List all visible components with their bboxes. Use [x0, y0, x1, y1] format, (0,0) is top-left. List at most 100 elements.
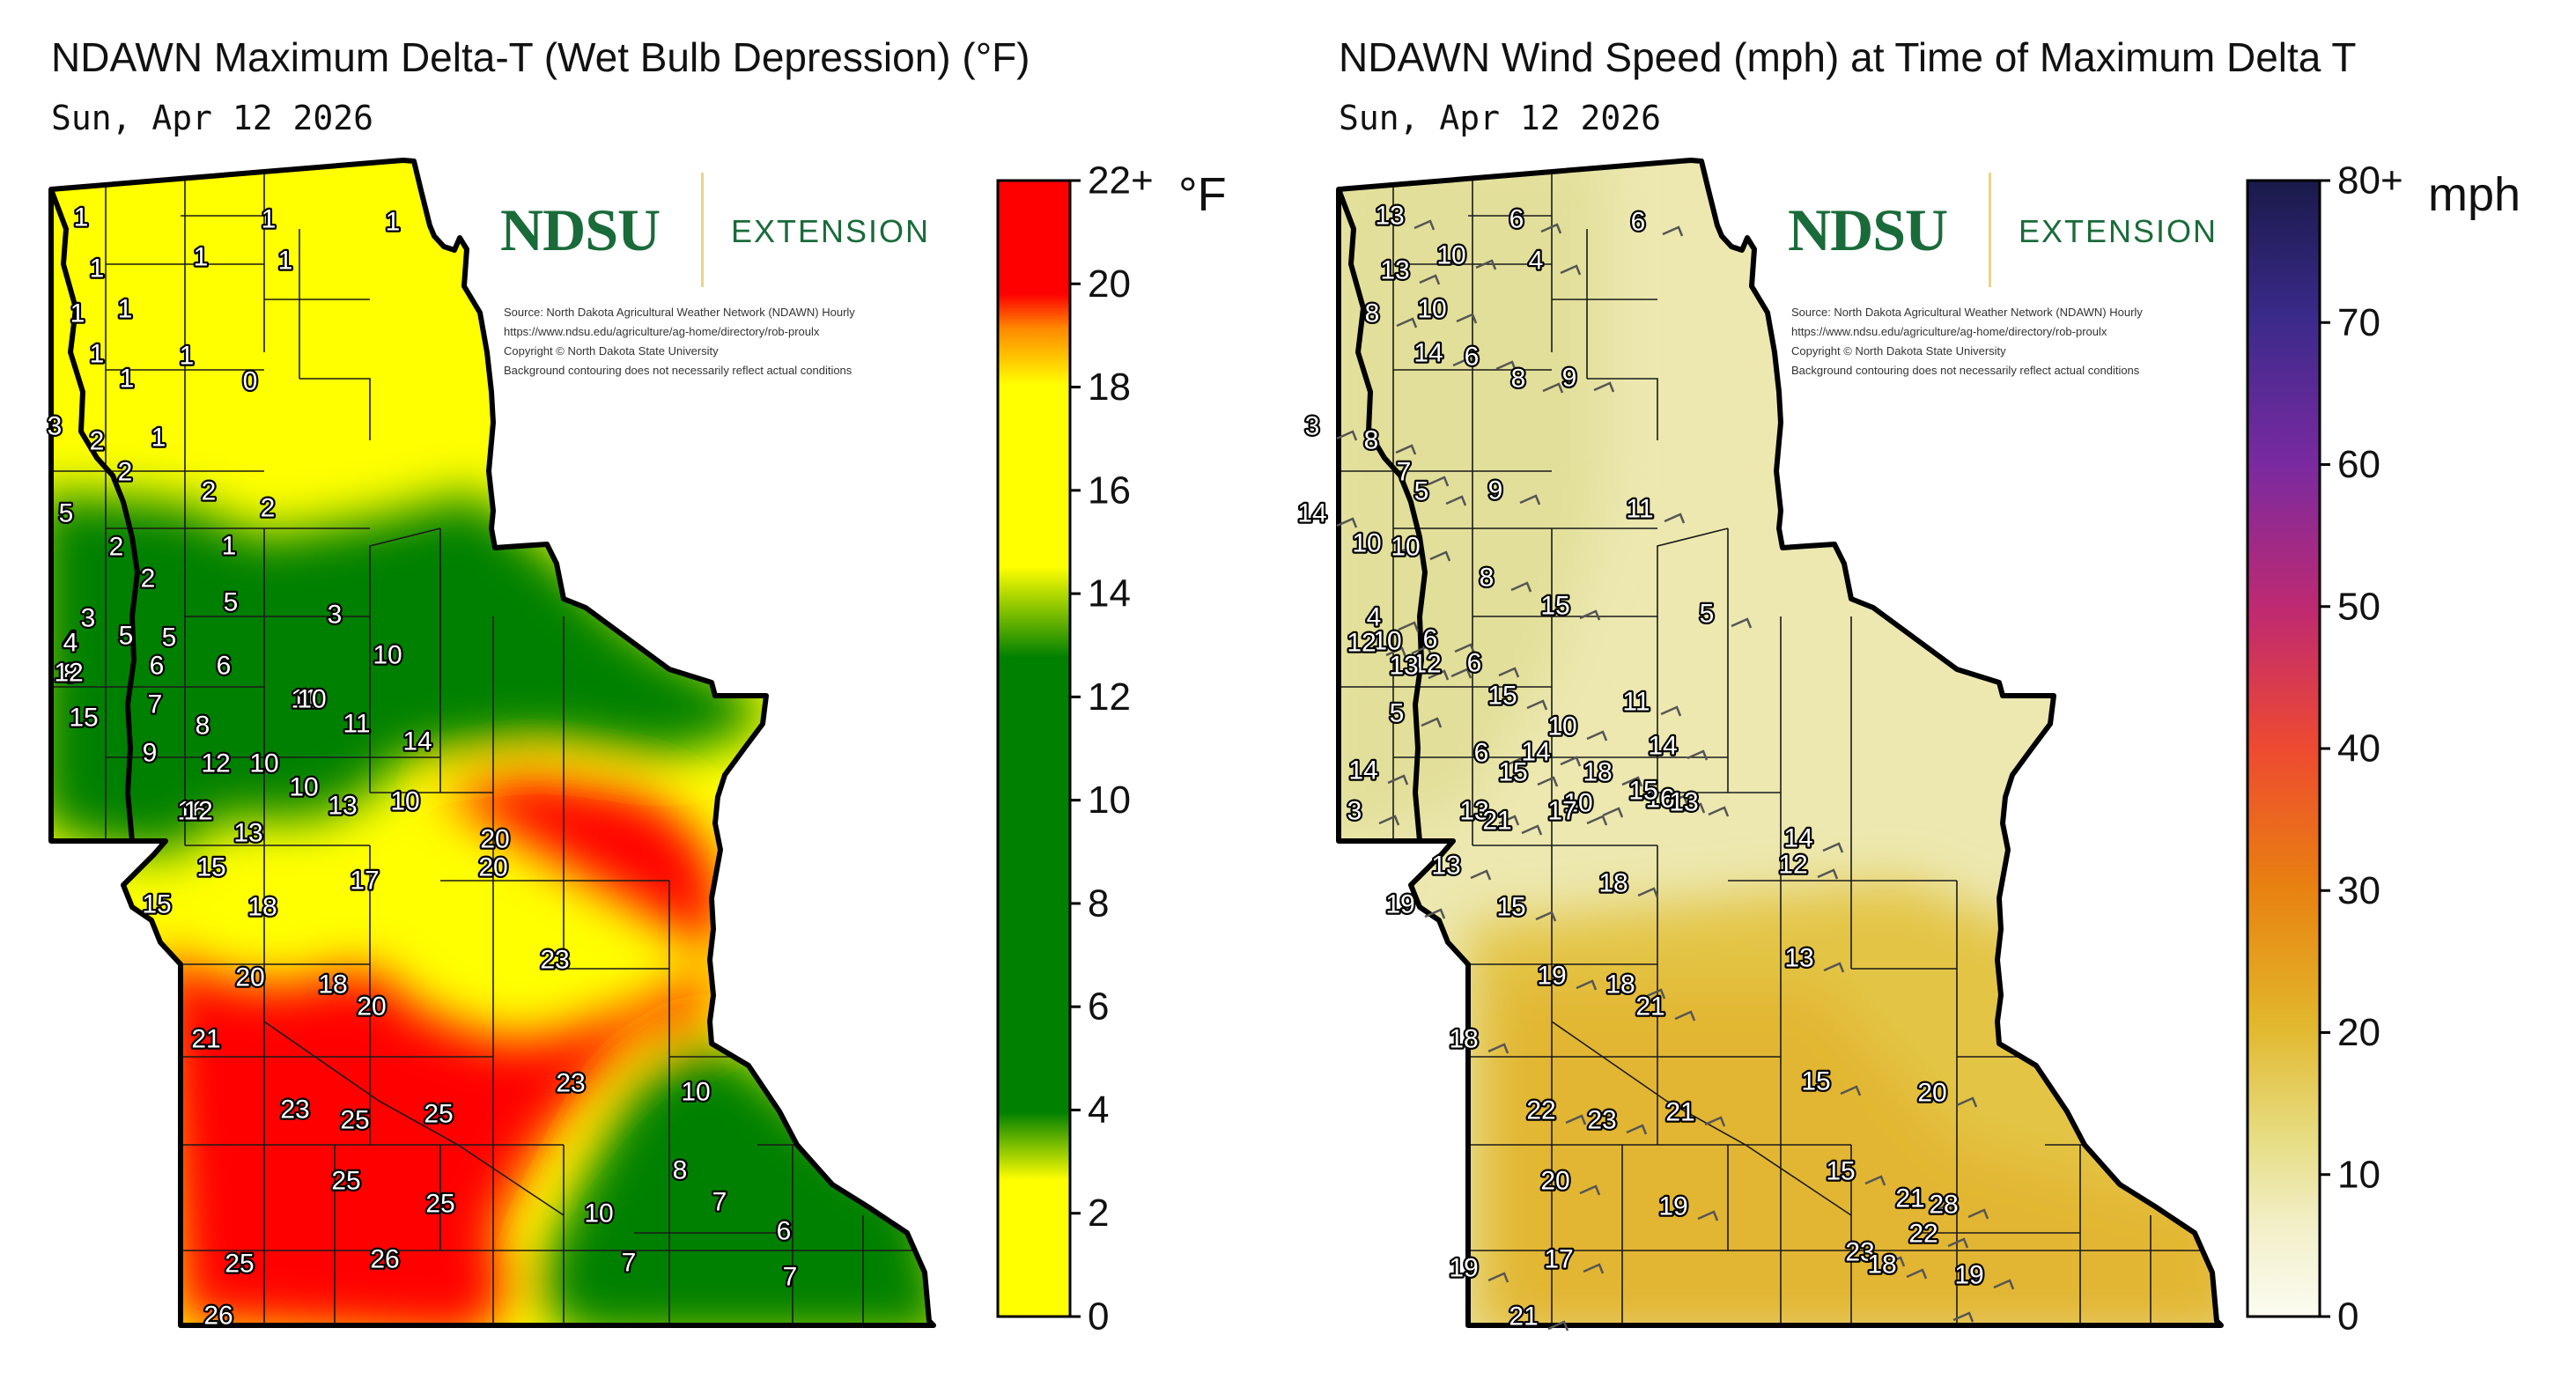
station-value-label: 7	[1397, 458, 1412, 487]
station-value-label: 15	[196, 853, 225, 882]
station-value-label: 12	[1347, 629, 1376, 658]
station-value-label: 19	[1954, 1261, 1983, 1290]
wind-barb-icon	[1378, 815, 1400, 826]
station-value-label: 26	[370, 1245, 399, 1274]
wind-barb-icon	[1526, 699, 1548, 711]
logo-divider	[1989, 173, 1991, 287]
station-value-label: 14	[1648, 732, 1677, 761]
station-value-label: 17	[350, 867, 379, 896]
wind-barb-icon	[1456, 313, 1478, 324]
station-value-label: 2	[118, 458, 133, 487]
station-value-label: 14	[402, 727, 432, 756]
station-value-label: 25	[340, 1106, 369, 1135]
station-value-label: 2	[202, 477, 217, 506]
station-value-label: 15	[1801, 1067, 1830, 1096]
county-boundaries	[51, 163, 929, 1325]
station-value-label: 21	[191, 1025, 220, 1054]
station-value-label: 15	[69, 704, 98, 733]
station-value-label: 11	[1622, 688, 1650, 717]
colorbar: 80+ 70 60 50 40 30 20 10 0	[2246, 159, 2403, 1339]
station-value-label: 17	[1547, 797, 1576, 826]
wind-barb-icon	[1396, 317, 1418, 328]
colorbar-tick-label: 20	[2337, 1011, 2380, 1054]
station-value-label: 2	[261, 494, 276, 523]
station-value-label: 5	[1700, 600, 1715, 629]
wind-barb-icon	[1498, 815, 1520, 826]
station-value-label: 18	[247, 893, 277, 922]
station-value-label: 10	[289, 773, 318, 802]
wind-barb-icon	[1510, 581, 1532, 593]
station-value-label: 4	[1529, 247, 1544, 276]
station-value-label: 21	[1482, 807, 1511, 836]
station-value-label: 25	[331, 1167, 360, 1196]
colorbar-tick-label: 60	[2337, 443, 2380, 486]
station-value-label: 10	[249, 749, 278, 778]
wind-barb-icon	[1967, 1208, 1989, 1220]
station-value-label: 1	[74, 203, 89, 232]
colorbar-tick-label: 10	[2337, 1153, 2380, 1196]
station-value-label: 7	[783, 1263, 798, 1292]
station-value-label: 1	[222, 532, 237, 561]
wind-barb-icon	[1452, 357, 1474, 368]
station-value-label: 8	[63, 660, 78, 689]
wind-barb-icon	[1586, 730, 1608, 741]
wind-barb-icon	[1667, 794, 1689, 806]
station-value-label: 26	[203, 1302, 233, 1331]
station-value-label: 10	[373, 641, 402, 670]
station-value-label: 18	[318, 970, 347, 1000]
station-value-label: 8	[673, 1156, 688, 1185]
station-value-label: 12	[183, 797, 212, 826]
wind-barb-icon	[1823, 962, 1845, 973]
station-value-label: 19	[1449, 1254, 1478, 1283]
colorbar-tick-label: 0	[1088, 1295, 1109, 1339]
wind-barb-icon	[1674, 1010, 1696, 1022]
wind-barb-icon	[1704, 1116, 1726, 1127]
ndsu-extension-logo: NDSU EXTENSION	[500, 173, 958, 287]
station-value-label: 10	[584, 1199, 613, 1228]
station-value-label: 12	[201, 749, 230, 778]
wind-barb-icon	[1421, 717, 1443, 728]
station-value-label: 11	[291, 685, 318, 714]
colorbar-tick-label: 14	[1088, 572, 1131, 616]
station-value-label: 13	[1784, 944, 1813, 973]
station-value-label: 4	[63, 629, 78, 658]
station-value-label: 12	[1778, 851, 1807, 880]
station-value-label: 1	[194, 243, 209, 272]
wind-barb-icon	[1521, 824, 1543, 836]
source-credits: Source: North Dakota Agricultural Weathe…	[1791, 303, 2143, 380]
wind-barb-icon	[1664, 513, 1686, 524]
wind-barb-icon	[1419, 274, 1441, 285]
station-value-label: 6	[1467, 649, 1482, 678]
colorbar-tick-label: 40	[2337, 727, 2380, 771]
station-value-label: 25	[425, 1190, 454, 1219]
wind-barb-icon	[1993, 1279, 2015, 1290]
station-value-label: 3	[81, 604, 96, 633]
station-value-label: 1	[151, 424, 166, 453]
wind-barb-icon	[1602, 807, 1624, 818]
wind-barb-icon	[1391, 547, 1413, 558]
station-value-label: 6	[150, 652, 165, 681]
station-value-label: 16	[1645, 785, 1674, 814]
wind-barb-icon	[1644, 988, 1666, 1000]
ndsu-extension-logo: NDSU EXTENSION	[1788, 173, 2246, 287]
wind-barb-icon	[1565, 1114, 1587, 1125]
wind-barb-icon	[1395, 444, 1417, 455]
station-value-label: 15	[1628, 777, 1657, 806]
station-value-label: 20	[478, 853, 507, 882]
wind-barb-icon	[1424, 908, 1446, 919]
colorbar-tick-label: 12	[1088, 675, 1131, 719]
station-value-label: 22	[1526, 1096, 1555, 1125]
colorbar-tick-label: 30	[2337, 869, 2380, 912]
station-value-label: 19	[1385, 890, 1414, 919]
wind-barb-icon	[1579, 1184, 1601, 1196]
wind-barb-icon	[1906, 1268, 1928, 1280]
wind-barb-icon	[1398, 621, 1420, 632]
station-value-label: 17	[1544, 1245, 1573, 1274]
station-value-label: 5	[1390, 699, 1405, 728]
station-value-label: 8	[1480, 564, 1495, 593]
disclaimer-line: Background contouring does not necessari…	[504, 364, 853, 377]
station-value-label: 23	[540, 946, 569, 975]
wind-barb-icon	[1540, 223, 1562, 234]
station-value-label: 14	[1297, 499, 1326, 528]
wind-barb-icon	[1560, 756, 1582, 767]
